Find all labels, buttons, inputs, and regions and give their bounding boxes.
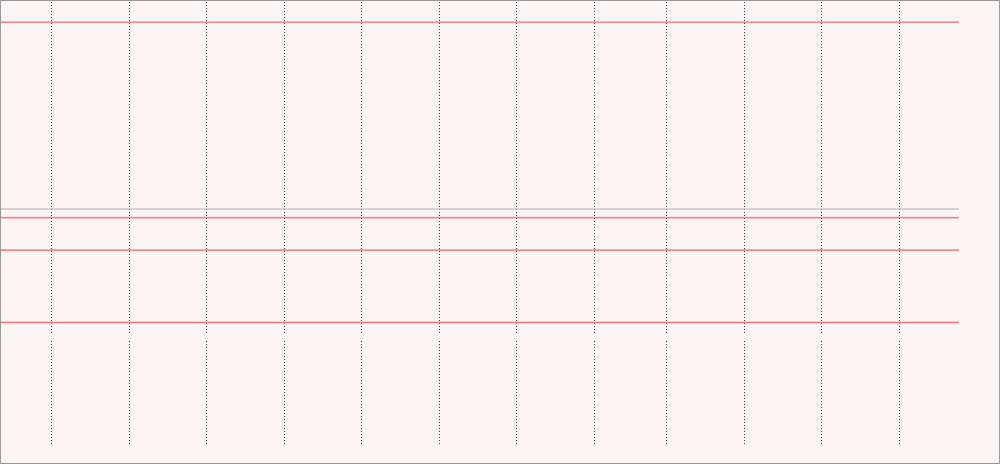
period-separators <box>51 2 900 446</box>
horizontal-level-lines[interactable] <box>1 21 959 324</box>
